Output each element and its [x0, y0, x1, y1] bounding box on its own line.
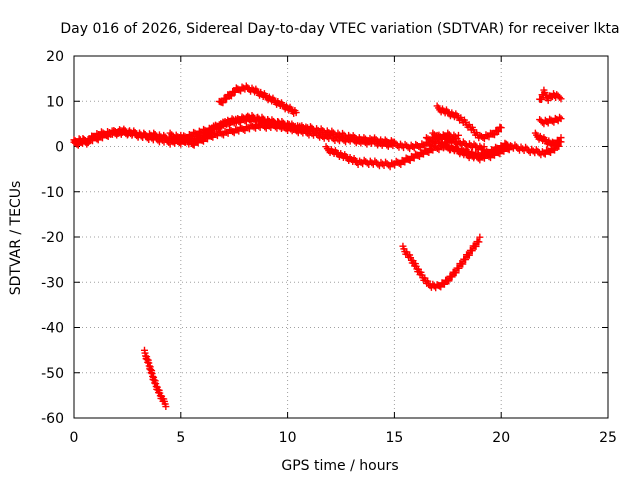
data-point [440, 280, 448, 288]
series-track-11 [536, 86, 565, 104]
chart-title: Day 016 of 2026, Sidereal Day-to-day VTE… [60, 21, 619, 37]
x-tick-label: 15 [385, 430, 403, 446]
data-point [219, 99, 227, 107]
x-tick-label: 5 [176, 430, 185, 446]
data-point [465, 251, 473, 259]
data-point [497, 124, 505, 132]
data-point [453, 135, 461, 143]
y-tick-label: 20 [46, 49, 64, 65]
data-point [475, 238, 483, 246]
data-point [382, 158, 390, 166]
data-point [223, 95, 231, 103]
series-track-13 [531, 129, 565, 149]
y-tick-label: 10 [46, 94, 64, 110]
x-axis-ticks: 0 5 10 15 20 25 [70, 56, 617, 446]
series-track-10 [140, 346, 170, 411]
series-track-14 [422, 129, 462, 145]
data-point [459, 260, 467, 268]
series-track-4 [215, 82, 300, 117]
data-point [292, 109, 300, 117]
data-point [371, 157, 379, 165]
y-tick-label: -10 [41, 185, 64, 201]
grid-lines [74, 56, 608, 418]
data-point [549, 145, 557, 153]
y-tick-label: -50 [41, 366, 64, 382]
y-tick-label: 0 [55, 140, 64, 156]
data-point [556, 93, 564, 101]
data-point [383, 160, 391, 168]
data-point [454, 131, 462, 139]
series-track-12 [536, 113, 565, 128]
y-axis-label: SDTVAR / TECUs [8, 181, 24, 296]
data-point [455, 264, 463, 272]
data-point [462, 256, 470, 264]
y-tick-label: -40 [41, 321, 64, 337]
x-tick-label: 10 [279, 430, 297, 446]
data-point [448, 273, 456, 281]
data-point [445, 277, 453, 285]
y-axis-ticks: -60 -50 -40 -30 -20 -10 0 10 20 [41, 49, 608, 427]
data-point [557, 134, 565, 142]
series-track-7 [433, 102, 505, 143]
data-point [162, 403, 170, 411]
data-point [551, 146, 559, 154]
x-tick-label: 0 [70, 430, 79, 446]
data-point [479, 146, 487, 154]
data-point [556, 113, 564, 121]
data-point [495, 127, 503, 135]
x-tick-label: 20 [492, 430, 510, 446]
series-track-3 [166, 120, 324, 149]
data-point [557, 95, 565, 103]
series-track-9 [399, 233, 484, 292]
data-point [480, 143, 488, 151]
data-point [491, 131, 499, 139]
data-point [544, 96, 552, 104]
data-point [476, 233, 484, 241]
y-tick-label: -60 [41, 411, 64, 427]
data-point [468, 247, 476, 255]
data-point [227, 92, 235, 100]
x-tick-label: 25 [599, 430, 617, 446]
x-axis-label: GPS time / hours [281, 458, 398, 474]
data-series [70, 82, 565, 411]
data-point [452, 269, 460, 277]
y-tick-label: -20 [41, 230, 64, 246]
series-track-6 [316, 129, 565, 164]
data-point [557, 115, 565, 123]
data-point [556, 138, 564, 146]
data-point [472, 242, 480, 250]
y-tick-label: -30 [41, 275, 64, 291]
